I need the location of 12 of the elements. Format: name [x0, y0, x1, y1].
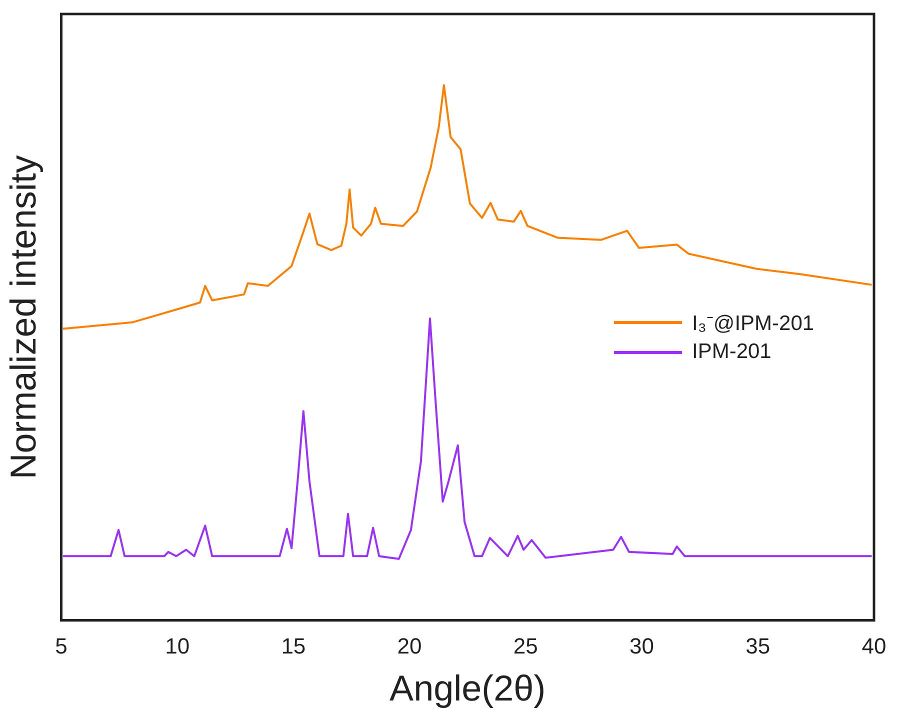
x-tick-label: 40	[862, 634, 886, 659]
y-axis-title: Normalized intensity	[2, 155, 44, 480]
x-tick-label: 30	[630, 634, 654, 659]
legend-label: I₃⁻@IPM-201	[692, 311, 814, 336]
x-tick-label: 5	[55, 634, 68, 659]
x-tick-label: 25	[513, 634, 538, 659]
x-tick-label: 35	[746, 634, 770, 659]
x-axis-title: Angle(2θ)	[390, 667, 546, 708]
x-tick-label: 10	[165, 634, 190, 659]
x-tick-label: 15	[281, 634, 306, 659]
x-tick-label: 20	[397, 634, 422, 659]
legend-label: IPM-201	[692, 340, 772, 364]
